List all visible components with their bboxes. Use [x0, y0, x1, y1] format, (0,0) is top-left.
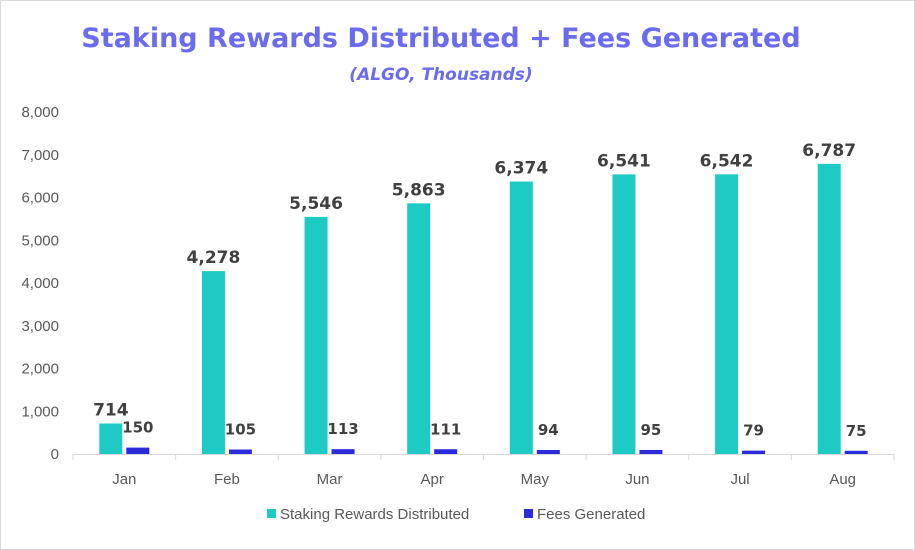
- legend-swatch-staking-rewards: [267, 509, 276, 518]
- y-tick-label: 1,000: [21, 403, 59, 420]
- bar-fees-generated: [228, 449, 252, 454]
- y-tick-label: 5,000: [21, 232, 59, 249]
- data-label-staking-rewards: 6,374: [494, 159, 548, 179]
- y-tick-label: 6,000: [21, 190, 59, 207]
- y-tick-label: 2,000: [21, 361, 59, 378]
- legend-label-fees-generated: Fees Generated: [537, 506, 645, 523]
- bar-staking-rewards: [612, 174, 636, 454]
- bar-fees-generated: [844, 450, 868, 454]
- x-tick-label: Jan: [112, 471, 136, 488]
- data-label-staking-rewards: 5,863: [392, 180, 446, 200]
- legend-label-staking-rewards: Staking Rewards Distributed: [280, 506, 469, 523]
- data-label-staking-rewards: 6,787: [802, 141, 856, 161]
- data-label-fees-generated: 75: [846, 422, 867, 440]
- data-label-fees-generated: 94: [538, 421, 559, 439]
- bar-staking-rewards: [99, 423, 123, 454]
- bar-staking-rewards: [715, 174, 739, 454]
- x-tick-label: Apr: [421, 471, 444, 488]
- bar-fees-generated: [742, 450, 766, 454]
- bar-fees-generated: [126, 447, 150, 454]
- data-label-staking-rewards: 6,542: [700, 151, 754, 171]
- data-label-fees-generated: 113: [327, 420, 358, 438]
- data-label-fees-generated: 105: [225, 421, 256, 439]
- bar-staking-rewards: [509, 181, 533, 454]
- y-tick-label: 0: [51, 446, 59, 463]
- data-label-staking-rewards: 4,278: [187, 248, 241, 268]
- bar-staking-rewards: [817, 163, 841, 454]
- bar-fees-generated: [434, 449, 458, 454]
- data-label-fees-generated: 79: [743, 422, 764, 440]
- bar-staking-rewards: [304, 216, 328, 454]
- chart-title: Staking Rewards Distributed + Fees Gener…: [81, 23, 801, 54]
- data-label-staking-rewards: 714: [93, 400, 129, 420]
- y-tick-label: 4,000: [21, 275, 59, 292]
- x-tick-label: Feb: [214, 471, 240, 488]
- bar-fees-generated: [331, 449, 355, 454]
- bar-staking-rewards: [407, 203, 431, 454]
- data-label-staking-rewards: 5,546: [289, 194, 343, 214]
- y-tick-label: 8,000: [21, 104, 59, 121]
- data-label-fees-generated: 95: [641, 421, 662, 439]
- y-tick-label: 3,000: [21, 318, 59, 335]
- chart-subtitle: (ALGO, Thousands): [349, 65, 533, 85]
- x-tick-label: Jul: [730, 471, 749, 488]
- bar-fees-generated: [536, 449, 560, 454]
- y-tick-label: 7,000: [21, 147, 59, 164]
- bar-fees-generated: [639, 449, 663, 454]
- x-tick-label: Aug: [829, 471, 856, 488]
- x-tick-label: Mar: [317, 471, 343, 488]
- x-tick-label: Jun: [625, 471, 649, 488]
- data-label-fees-generated: 111: [430, 420, 461, 438]
- data-label-staking-rewards: 6,541: [597, 151, 651, 171]
- data-label-fees-generated: 150: [122, 419, 153, 437]
- legend-swatch-fees-generated: [524, 509, 533, 518]
- bar-staking-rewards: [201, 271, 225, 454]
- x-tick-label: May: [521, 471, 550, 488]
